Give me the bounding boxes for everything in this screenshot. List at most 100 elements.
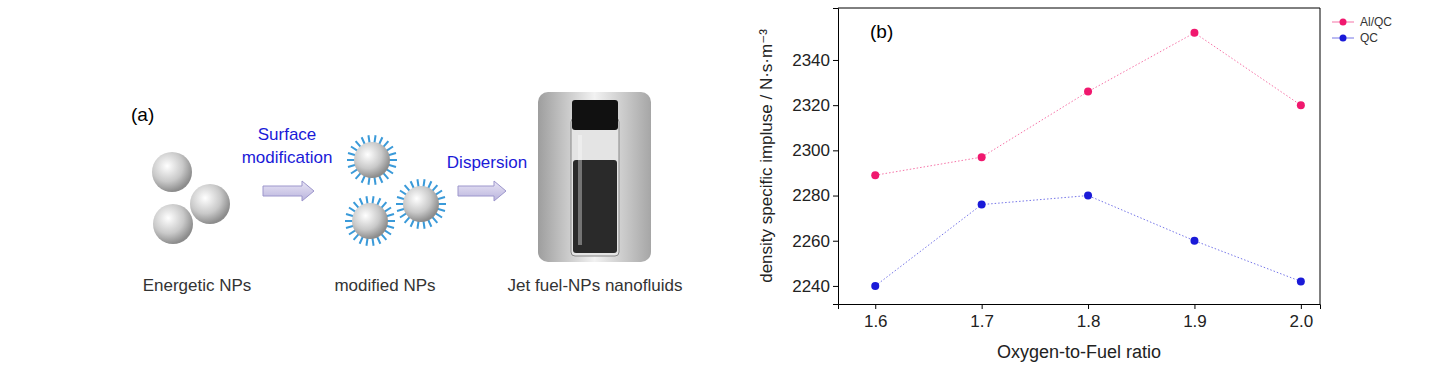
nanoparticle: [153, 204, 193, 244]
ligand: [351, 169, 358, 173]
x-tick-label: 1.7: [970, 312, 994, 331]
vial-photo: [538, 92, 651, 262]
ligand: [405, 217, 410, 223]
y-tick-label: 2300: [792, 141, 830, 160]
data-point: [1190, 29, 1198, 37]
plot-area: [871, 29, 1305, 290]
y-tick: 2300: [792, 141, 838, 160]
legend-label: Al/QC: [1360, 15, 1392, 29]
x-tick-label: 1.6: [864, 312, 888, 331]
ligand: [381, 234, 386, 240]
ligand: [437, 209, 445, 211]
nanoparticle: [403, 186, 439, 222]
arrow-label-line: Surface: [258, 125, 317, 144]
y-tick-mark: [833, 105, 838, 106]
x-tick-label: 1.8: [1077, 312, 1101, 331]
x-tick: 1.8: [1077, 304, 1101, 331]
ligand: [423, 221, 424, 229]
legend-marker: [1340, 19, 1347, 26]
ligand: [432, 217, 437, 223]
ligand: [388, 165, 396, 167]
arrow-label-line: modification: [242, 148, 333, 167]
ligand: [389, 159, 397, 161]
data-point: [871, 171, 879, 179]
series-line: [875, 196, 1301, 286]
ligand: [400, 213, 407, 217]
step-label: modified NPs: [334, 276, 435, 295]
ligand: [372, 238, 373, 246]
y-tick-mark: [833, 241, 838, 242]
ligand: [386, 214, 394, 216]
panel-b: 1.61.71.81.92.0224022602280230023202340(…: [757, 8, 1392, 362]
ligand: [362, 175, 365, 182]
panel-a: (a) Surface modification Dispersion Energeti…: [131, 92, 682, 295]
ligand: [349, 207, 356, 211]
data-point: [978, 201, 986, 209]
ligand: [435, 213, 442, 217]
ligand: [379, 175, 382, 182]
y-tick-label: 2240: [792, 277, 830, 296]
x-tick: 2.0: [1290, 304, 1314, 331]
nanoparticle: [352, 203, 388, 239]
modified-nanoparticle: [396, 179, 446, 228]
modified-nanoparticle: [347, 135, 397, 184]
ligand: [368, 177, 369, 185]
x-tick: 1.6: [864, 304, 888, 331]
ligand: [354, 234, 359, 240]
ligand: [417, 221, 418, 229]
ligand: [411, 219, 414, 226]
ligand: [386, 226, 394, 228]
data-point: [1084, 192, 1092, 200]
ligand: [397, 209, 405, 211]
arrow: [458, 181, 506, 201]
ligand: [346, 226, 354, 228]
arrow: [263, 181, 314, 201]
y-tick-mark: [833, 60, 838, 61]
y-tick: 2340: [792, 51, 838, 70]
axis-line: [839, 305, 1321, 310]
y-axis-title: density specific impluse / N·s·m⁻³: [757, 29, 776, 283]
data-point: [1297, 277, 1305, 285]
ligand: [351, 146, 358, 150]
x-tick-label: 1.9: [1183, 312, 1207, 331]
y-tick-mark: [833, 286, 838, 287]
x-tick-mark: [982, 304, 983, 309]
ligand: [388, 153, 396, 155]
ligand: [428, 219, 431, 226]
ligand: [423, 179, 424, 187]
y-tick-label: 2280: [792, 186, 830, 205]
nanoparticle: [152, 152, 192, 192]
ligand: [381, 202, 386, 208]
ligand: [356, 141, 361, 147]
y-axis: 224022602280230023202340: [792, 9, 838, 305]
ligand: [366, 196, 367, 204]
ligand: [383, 141, 388, 147]
x-tick-mark: [1194, 304, 1195, 309]
x-tick-mark: [875, 304, 876, 309]
x-tick-mark: [1088, 304, 1089, 309]
x-axis-title: Oxygen-to-Fuel ratio: [997, 342, 1161, 362]
ligand: [400, 190, 407, 194]
ligand: [435, 190, 442, 194]
photo-background: [538, 92, 651, 262]
ligand: [347, 159, 355, 161]
ligand: [372, 196, 373, 204]
vial-highlight: [578, 135, 582, 245]
data-point: [1190, 237, 1198, 245]
data-point: [1297, 101, 1305, 109]
ligand: [384, 230, 391, 234]
arrow-label: Dispersion: [447, 153, 527, 172]
x-tick: 1.9: [1183, 304, 1207, 331]
ligand: [348, 165, 356, 167]
step-label: Jet fuel-NPs nanofluids: [508, 276, 683, 295]
ligand: [432, 185, 437, 191]
legend-marker: [1340, 35, 1347, 42]
x-tick-label: 2.0: [1290, 312, 1314, 331]
ligand: [386, 169, 393, 173]
step-label: Energetic NPs: [143, 276, 252, 295]
ligand: [366, 238, 367, 246]
ligand: [387, 220, 395, 222]
panel-label: (a): [131, 104, 154, 125]
ligand: [346, 214, 354, 216]
y-tick-label: 2260: [792, 232, 830, 251]
